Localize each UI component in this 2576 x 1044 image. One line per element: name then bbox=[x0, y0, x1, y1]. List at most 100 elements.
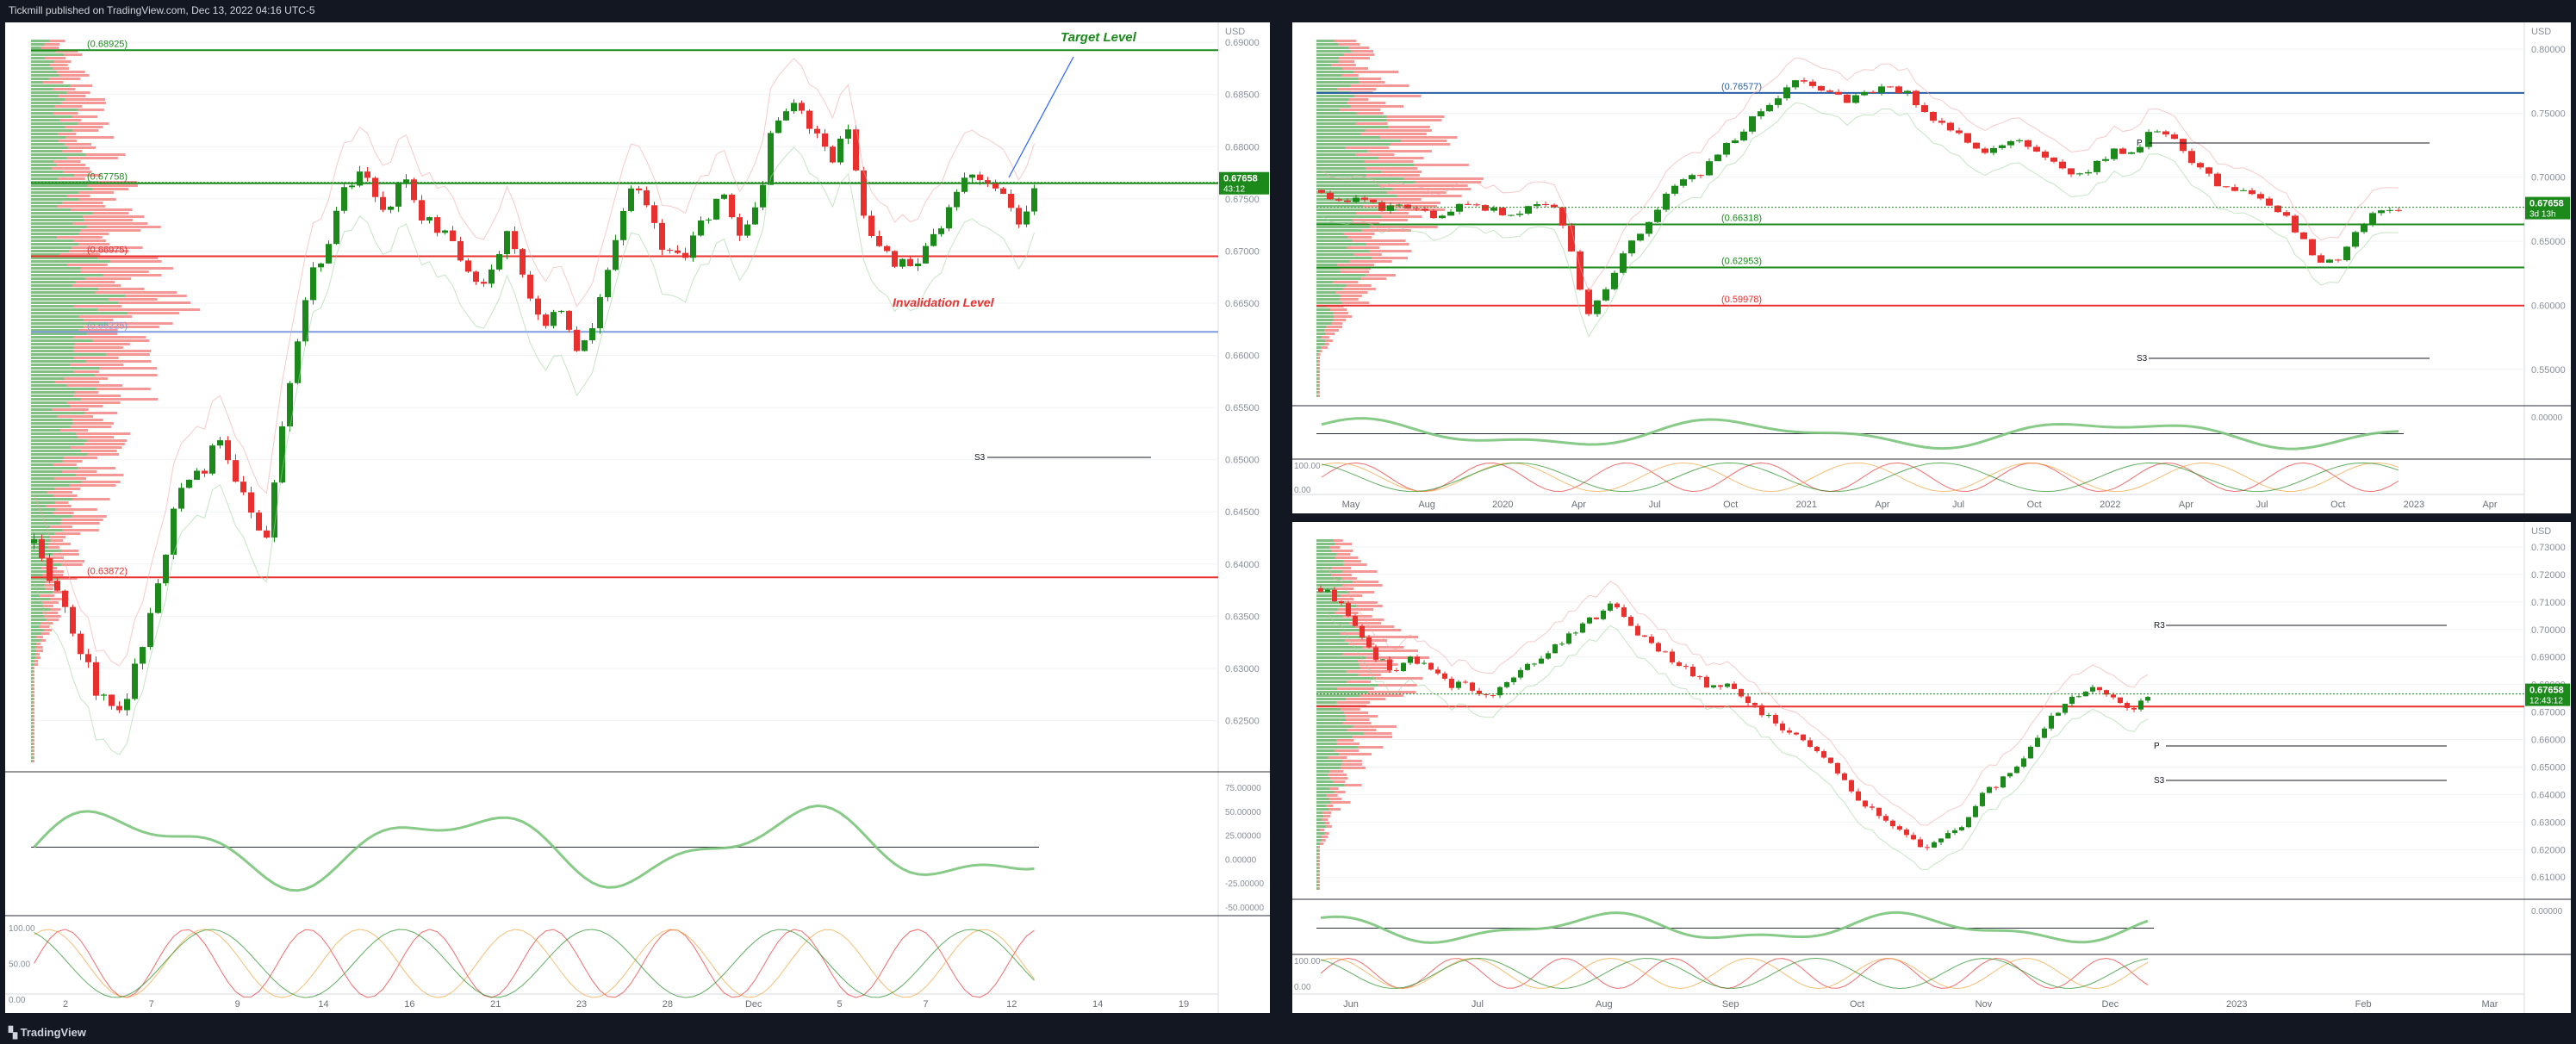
oscillator-line bbox=[33, 805, 1035, 892]
candle bbox=[171, 508, 177, 555]
volume-profile-bar-buy bbox=[1316, 129, 1366, 132]
volume-profile-bar-buy bbox=[31, 260, 110, 263]
volume-profile-bar-sell bbox=[70, 446, 122, 449]
candle bbox=[2188, 151, 2195, 164]
volume-profile-bar-buy bbox=[31, 146, 68, 149]
volume-profile-bar-buy bbox=[1316, 88, 1338, 90]
volume-profile-bar-buy bbox=[31, 233, 79, 235]
price-tag-timer: 3d 13h bbox=[2529, 210, 2556, 220]
y-tick-label: 0.67000 bbox=[2531, 708, 2566, 718]
volume-profile-bar-buy bbox=[31, 219, 84, 221]
volume-profile-bar-buy bbox=[1316, 677, 1376, 680]
chart-panel-bottom-right[interactable]: 0.730000.720000.710000.700000.690000.680… bbox=[1292, 522, 2571, 1013]
volume-profile-bar-buy bbox=[31, 550, 62, 552]
volume-profile-bar-sell bbox=[1317, 357, 1320, 359]
volume-profile-bar-sell bbox=[95, 291, 177, 294]
candle bbox=[2035, 737, 2040, 747]
volume-profile-bar-sell bbox=[1329, 546, 1341, 549]
volume-profile-bar-buy bbox=[31, 529, 63, 531]
x-tick-label: 23 bbox=[576, 999, 587, 1010]
candle bbox=[1697, 175, 1704, 177]
volume-profile-bar-sell bbox=[1329, 308, 1347, 311]
price-tag-box bbox=[1219, 171, 1269, 195]
volume-profile-bar-buy bbox=[1316, 236, 1348, 239]
volume-profile-bar-sell bbox=[40, 622, 53, 625]
candle bbox=[1396, 204, 1403, 206]
volume-profile-bar-buy bbox=[1316, 691, 1369, 693]
x-tick-label: Oct bbox=[1723, 500, 1738, 510]
volume-profile-bar-sell bbox=[53, 488, 81, 490]
volume-profile-bar-buy bbox=[1316, 109, 1340, 111]
volume-profile-bar-buy bbox=[1316, 815, 1324, 817]
volume-profile-bar-sell bbox=[1318, 353, 1321, 356]
volume-profile-bar-sell bbox=[1360, 667, 1388, 669]
candle bbox=[2335, 259, 2342, 261]
candle bbox=[543, 314, 549, 326]
volume-profile-bar-buy bbox=[31, 229, 80, 232]
candle bbox=[915, 263, 921, 266]
candle bbox=[1663, 651, 1668, 653]
volume-profile-bar-sell bbox=[57, 177, 85, 180]
volume-profile-bar-sell bbox=[32, 715, 34, 718]
candle bbox=[1456, 203, 1463, 212]
volume-profile-bar-buy bbox=[1316, 846, 1318, 848]
candle bbox=[1628, 240, 1635, 254]
volume-profile-bar-sell bbox=[53, 463, 77, 466]
volume-profile-bar-buy bbox=[1316, 374, 1318, 376]
volume-profile-bar-sell bbox=[35, 656, 40, 659]
chart-left[interactable]: 0.69000 0.68500 0.68000 0.67500 0.67000 0.665… bbox=[5, 22, 1270, 1013]
candle bbox=[388, 206, 394, 210]
candle bbox=[163, 554, 169, 584]
x-tick-label: Sep bbox=[1722, 999, 1739, 1010]
volume-profile-bar-sell bbox=[1342, 760, 1362, 762]
volume-profile-bar-sell bbox=[1317, 360, 1320, 363]
volume-profile-bar-sell bbox=[44, 556, 64, 559]
chart-bottom-right[interactable]: 0.730000.720000.710000.700000.690000.680… bbox=[1292, 522, 2571, 1013]
y-tick-label: 0.75000 bbox=[2531, 109, 2566, 119]
candle bbox=[1844, 94, 1851, 103]
x-tick-label: Dec bbox=[745, 999, 762, 1010]
candle bbox=[1428, 662, 1434, 670]
chart-panel-left[interactable]: 0.69000 0.68500 0.68000 0.67500 0.67000 0.665… bbox=[5, 22, 1270, 1013]
candle bbox=[2318, 255, 2324, 263]
candle bbox=[465, 260, 471, 272]
candle bbox=[2033, 146, 2040, 152]
volume-profile-bar-sell bbox=[1352, 219, 1408, 221]
volume-profile-bar-sell bbox=[1318, 853, 1320, 855]
volume-profile-bar-sell bbox=[1339, 753, 1372, 755]
candle bbox=[1611, 272, 1618, 289]
candle bbox=[147, 612, 153, 648]
volume-profile-bar-sell bbox=[59, 95, 86, 97]
chart-panel-top-right[interactable]: 0.80000 0.75000 0.70000 0.65000 0.60000 0.550… bbox=[1292, 22, 2571, 513]
candle bbox=[907, 258, 913, 266]
volume-profile-bar-buy bbox=[31, 515, 72, 518]
volume-profile-bar-buy bbox=[1316, 756, 1328, 759]
candle bbox=[1499, 208, 1506, 215]
candle bbox=[721, 194, 727, 199]
candle bbox=[1439, 215, 1446, 219]
volume-profile-bar-buy bbox=[31, 191, 78, 194]
volume-profile-bar-sell bbox=[1360, 133, 1427, 135]
candle bbox=[667, 249, 673, 251]
footer-bar: ▚ TradingView bbox=[0, 1022, 2576, 1044]
volume-profile-bar-buy bbox=[1316, 364, 1318, 366]
key-level-label: (0.67758) bbox=[87, 172, 128, 183]
candle bbox=[551, 312, 557, 326]
volume-profile-bar-sell bbox=[1340, 632, 1364, 635]
volume-profile-bar-buy bbox=[31, 143, 65, 146]
candle bbox=[2056, 712, 2061, 716]
candle bbox=[1442, 673, 1447, 679]
x-tick-label: 28 bbox=[663, 999, 673, 1010]
volume-profile-bar-sell bbox=[33, 680, 34, 683]
chart-top-right[interactable]: 0.80000 0.75000 0.70000 0.65000 0.60000 0.550… bbox=[1292, 22, 2571, 513]
tradingview-logo[interactable]: ▚ TradingView bbox=[9, 1022, 86, 1044]
candle bbox=[899, 258, 905, 267]
volume-profile-bar-buy bbox=[31, 656, 36, 659]
candle bbox=[1031, 188, 1037, 212]
volume-profile-bar-buy bbox=[31, 71, 58, 73]
volume-profile-bar-sell bbox=[72, 129, 99, 132]
volume-profile-bar-buy bbox=[31, 226, 87, 228]
candle bbox=[1706, 161, 1713, 176]
volume-profile-bar-buy bbox=[31, 60, 54, 63]
volume-profile-bar-buy bbox=[1316, 539, 1334, 542]
